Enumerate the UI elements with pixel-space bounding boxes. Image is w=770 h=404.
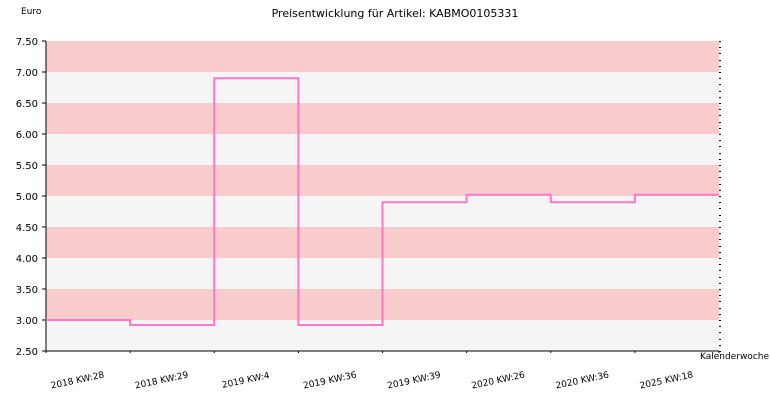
y-tick-label: 6.50 [16, 99, 38, 110]
y-tick-label: 5.50 [16, 161, 38, 172]
y-tick-label: 2.50 [16, 347, 38, 358]
axes [42, 40, 721, 353]
band-7 [46, 103, 719, 134]
x-tick-label: 2018 KW:28 [50, 370, 105, 391]
band-9 [46, 41, 719, 72]
x-axis-label: Kalenderwoche [700, 352, 769, 362]
x-tick-label: 2020 KW:36 [555, 370, 610, 391]
y-axis-label: Euro [21, 7, 42, 17]
y-tick-label: 7.00 [16, 68, 38, 79]
y-tick-labels: 2.50 3.00 3.50 4.00 4.50 5.00 5.50 6.00 6.50 7.00… [16, 37, 38, 358]
y-tick-label: 7.50 [16, 37, 38, 48]
y-tick-label: 5.00 [16, 192, 38, 203]
band-8 [46, 72, 719, 103]
chart-title: Preisentwicklung für Artikel: KABMO01053… [272, 7, 519, 20]
y-tick-label: 4.00 [16, 254, 38, 265]
x-tick-label: 2019 KW:36 [302, 370, 357, 391]
x-tick-label: 2020 KW:26 [471, 370, 526, 391]
band-6 [46, 134, 719, 165]
x-tick-label: 2025 KW:18 [639, 370, 694, 391]
x-tick-label: 2019 KW:39 [387, 370, 442, 391]
series-layer [46, 77, 719, 326]
y-tick-label: 4.50 [16, 223, 38, 234]
price-step-line [46, 77, 719, 326]
band-5 [46, 165, 719, 196]
x-tick-label: 2019 KW:4 [221, 371, 271, 391]
x-tick-label: 2018 KW:29 [134, 370, 189, 391]
y-tick-label: 3.50 [16, 285, 38, 296]
y-tick-label: 6.00 [16, 130, 38, 141]
y-tick-label: 3.00 [16, 316, 38, 327]
x-tick-labels: 2018 KW:28 2018 KW:29 2019 KW:4 2019 KW:36 2… [50, 370, 694, 391]
